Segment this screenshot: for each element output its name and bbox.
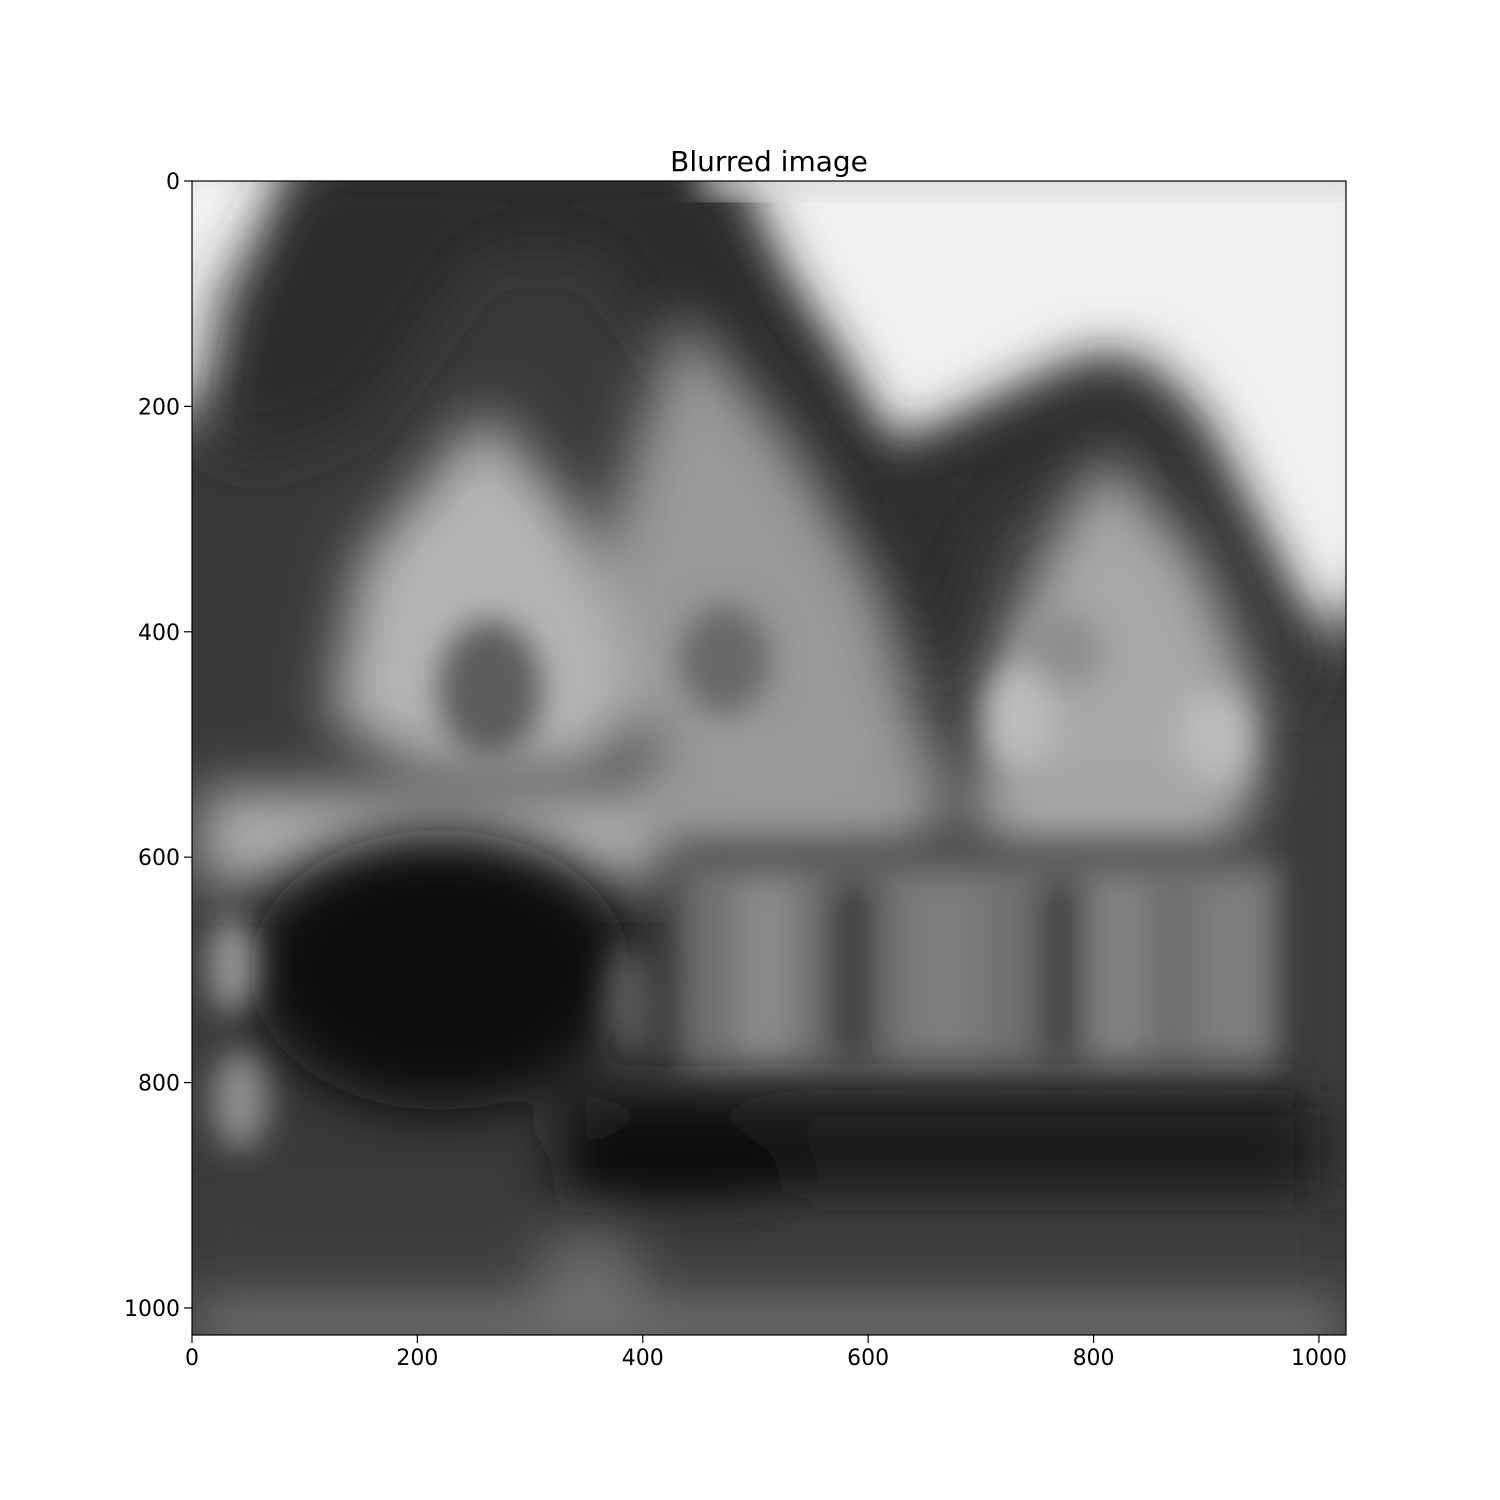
y-tick-label: 200 [138, 395, 180, 420]
y-tick-label: 600 [138, 846, 180, 871]
axes-frame [191, 180, 1347, 1336]
x-tick-label: 800 [1073, 1346, 1115, 1371]
y-tick-label: 400 [138, 621, 180, 646]
x-tick-label: 400 [622, 1346, 664, 1371]
y-axis: 0 200 400 600 800 1000 [124, 170, 192, 1322]
y-tick-label: 1000 [124, 1297, 180, 1322]
figure-title: Blurred image [670, 145, 868, 178]
x-tick-label: 1000 [1291, 1346, 1347, 1371]
blurred-image [192, 181, 1346, 1335]
y-tick-label: 800 [138, 1072, 180, 1097]
y-tick-label: 0 [166, 170, 180, 195]
x-tick-label: 200 [396, 1346, 438, 1371]
x-tick-label: 600 [847, 1346, 889, 1371]
x-tick-label: 0 [185, 1346, 199, 1371]
x-axis: 0 200 400 600 800 1000 [185, 1335, 1347, 1371]
